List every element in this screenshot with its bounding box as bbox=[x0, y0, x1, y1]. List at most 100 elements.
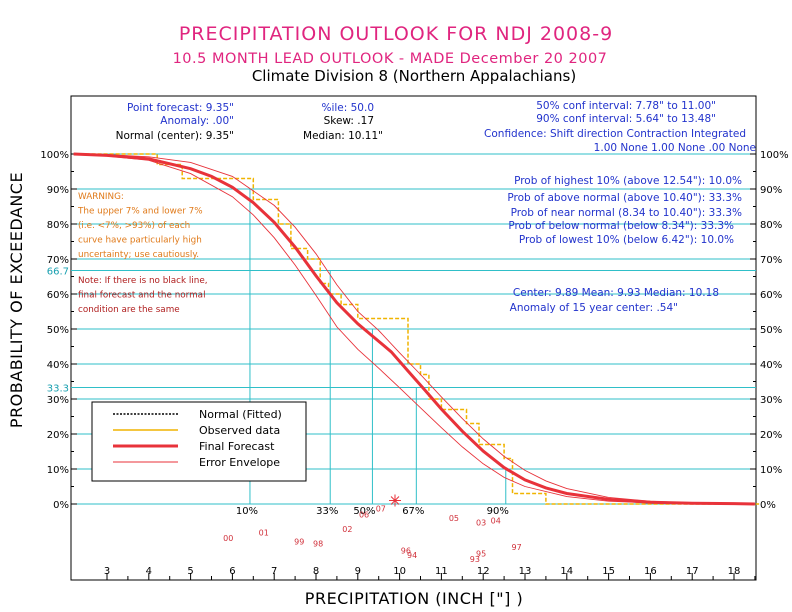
y-tick-label-left: 90% bbox=[47, 185, 69, 196]
y-tick-label-left: 60% bbox=[47, 290, 69, 301]
confidence-values: 1.00 None 1.00 None .00 None bbox=[594, 142, 756, 154]
legend-label: Final Forecast bbox=[199, 440, 275, 453]
division-title: Climate Division 8 (Northern Appalachian… bbox=[252, 67, 576, 85]
x-axis-label: PRECIPITATION (INCH ["] ) bbox=[305, 589, 523, 608]
tercile-label: 33.3 bbox=[47, 383, 69, 394]
x-tick-label-3: 3 bbox=[104, 566, 110, 577]
x-tick-label-16: 16 bbox=[644, 566, 657, 577]
percentile-label: 50% bbox=[353, 506, 375, 517]
chart-title: PRECIPITATION OUTLOOK FOR NDJ 2008-9 bbox=[179, 23, 613, 45]
y-tick-label-right: 40% bbox=[760, 360, 782, 371]
year-label: 07 bbox=[376, 505, 386, 514]
median-text: Median: 10.11" bbox=[303, 130, 383, 142]
percentile-label: 90% bbox=[487, 506, 509, 517]
observed-data-line bbox=[73, 153, 760, 505]
warning-line: (i.e. <7%, >93%) of each bbox=[78, 221, 190, 231]
prob-below-text: Prob of below normal (below 8.34"): 33.3… bbox=[508, 220, 734, 232]
x-tick-label-13: 13 bbox=[519, 566, 532, 577]
point-forecast-text: Point forecast: 9.35" bbox=[127, 102, 234, 114]
prob-lowest-text: Prob of lowest 10% (below 6.42"): 10.0% bbox=[519, 234, 734, 246]
x-tick-label-18: 18 bbox=[728, 566, 741, 577]
pctile-text: %ile: 50.0 bbox=[321, 102, 374, 114]
x-tick-label-4: 4 bbox=[146, 566, 152, 577]
stats-center-text: Center: 9.89 Mean: 9.93 Median: 10.18 bbox=[513, 287, 719, 299]
anomaly-text: Anomaly: .00" bbox=[160, 115, 234, 127]
y-tick-label-left: 20% bbox=[47, 430, 69, 441]
x-tick-label-9: 9 bbox=[355, 566, 361, 577]
legend-items: Normal (Fitted) Observed data Final Foreca… bbox=[113, 408, 282, 469]
prob-highest-text: Prob of highest 10% (above 12.54"): 10.0… bbox=[514, 175, 742, 187]
warning-box: WARNING: The upper 7% and lower 7% (i.e. <… bbox=[77, 192, 203, 260]
year-label: 95 bbox=[476, 550, 486, 559]
y-tick-label-left: 80% bbox=[47, 220, 69, 231]
prob-near-text: Prob of near normal (8.34 to 10.40"): 33… bbox=[511, 207, 742, 219]
y-tick-label-right: 90% bbox=[760, 185, 782, 196]
note-line: condition are the same bbox=[78, 305, 180, 315]
x-tick-label-8: 8 bbox=[313, 566, 319, 577]
note-line: Note: If there is no black line, bbox=[78, 276, 208, 286]
year-label: 94 bbox=[407, 551, 417, 560]
x-tick-label-11: 11 bbox=[435, 566, 448, 577]
year-label: 05 bbox=[449, 514, 459, 523]
y-tick-label-right: 10% bbox=[760, 465, 782, 476]
y-axis-label: PROBABILITY OF EXCEEDANCE bbox=[7, 172, 26, 428]
warning-line: WARNING: bbox=[78, 192, 124, 202]
x-tick-label-7: 7 bbox=[271, 566, 277, 577]
x-tick-label-14: 14 bbox=[560, 566, 573, 577]
y-tick-label-right: 50% bbox=[760, 325, 782, 336]
warning-line: curve have particularly high bbox=[78, 236, 202, 246]
note-line: final forecast and the normal bbox=[78, 291, 206, 301]
legend-box bbox=[91, 401, 307, 482]
year-label: 98 bbox=[313, 540, 323, 549]
x-tick-label-6: 6 bbox=[229, 566, 235, 577]
x-tick-label-10: 10 bbox=[393, 566, 406, 577]
conf90-text: 90% conf interval: 5.64" to 13.48" bbox=[536, 113, 716, 125]
skew-text: Skew: .17 bbox=[324, 115, 374, 127]
confidence-header: Confidence: Shift direction Contraction … bbox=[484, 128, 746, 140]
legend-label: Observed data bbox=[199, 424, 280, 437]
final-forecast-line bbox=[73, 152, 755, 506]
y-tick-label-right: 70% bbox=[760, 255, 782, 266]
x-tick-label-5: 5 bbox=[187, 566, 193, 577]
y-tick-label-right: 30% bbox=[760, 395, 782, 406]
year-label: 06 bbox=[359, 510, 369, 519]
y-tick-label-left: 10% bbox=[47, 465, 69, 476]
x-tick-label-17: 17 bbox=[686, 566, 699, 577]
y-tick-label-right: 60% bbox=[760, 290, 782, 301]
error-envelope-lower bbox=[73, 153, 755, 505]
x-tick-label-15: 15 bbox=[602, 566, 615, 577]
error-envelope-upper bbox=[73, 153, 755, 505]
y-tick-label-right: 80% bbox=[760, 220, 782, 231]
y-tick-label-left: 40% bbox=[47, 360, 69, 371]
tercile-label: 66.7 bbox=[47, 267, 69, 278]
year-label: 93 bbox=[470, 555, 480, 564]
year-label: 03 bbox=[476, 519, 486, 528]
y-tick-label-right: 100% bbox=[760, 150, 789, 161]
year-label: 97 bbox=[512, 543, 522, 552]
center-star-marker bbox=[389, 494, 402, 507]
percentile-label: 67% bbox=[402, 506, 424, 517]
y-tick-label-left: 50% bbox=[47, 325, 69, 336]
chart-subtitle: 10.5 MONTH LEAD OUTLOOK - MADE December … bbox=[173, 51, 608, 67]
prob-above-text: Prob of above normal (above 10.40"): 33.… bbox=[507, 192, 742, 204]
y-tick-label-left: 70% bbox=[47, 255, 69, 266]
x-tick-label-12: 12 bbox=[477, 566, 490, 577]
legend-label: Normal (Fitted) bbox=[199, 408, 282, 421]
percentile-label: 10% bbox=[236, 506, 258, 517]
year-label: 04 bbox=[491, 517, 501, 526]
year-label: 00 bbox=[223, 534, 233, 543]
year-label: 96 bbox=[401, 547, 411, 556]
y-tick-label-left: 30% bbox=[47, 395, 69, 406]
y-tick-label-left: 0% bbox=[53, 500, 69, 511]
normal-center-text: Normal (center): 9.35" bbox=[116, 130, 234, 142]
y-tick-label-right: 0% bbox=[760, 500, 776, 511]
note-box: Note: If there is no black line, final fo… bbox=[78, 276, 208, 315]
legend-label: Error Envelope bbox=[199, 456, 280, 469]
stats-anomaly-text: Anomaly of 15 year center: .54" bbox=[510, 302, 678, 314]
warning-line: uncertainty; use cautiously. bbox=[78, 250, 199, 260]
plot-frame bbox=[70, 95, 757, 581]
conf50-text: 50% conf interval: 7.78" to 11.00" bbox=[536, 100, 716, 112]
y-tick-label-left: 100% bbox=[40, 150, 69, 161]
year-label: 01 bbox=[259, 529, 269, 538]
